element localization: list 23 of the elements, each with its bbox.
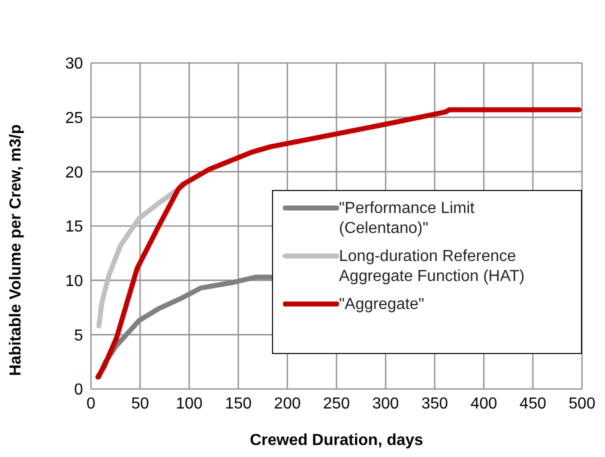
y-axis-title: Habitable Volume per Crew, m3/p (8, 124, 25, 376)
y-tick-label: 10 (65, 273, 84, 290)
legend-label: "Aggregate" (339, 295, 424, 315)
x-tick-label: 100 (176, 395, 203, 412)
y-tick-label: 15 (65, 218, 84, 236)
y-tick-label: 5 (74, 327, 84, 344)
y-tick-label: 0 (74, 382, 84, 399)
x-tick-label: 300 (372, 395, 400, 412)
x-tick-label: 500 (568, 395, 596, 412)
x-tick-label: 0 (86, 395, 96, 412)
x-tick-label: 50 (131, 395, 150, 412)
x-tick-label: 150 (224, 395, 252, 412)
x-axis-title: Crewed Duration, days (250, 432, 424, 449)
x-tick-label: 250 (323, 395, 350, 412)
x-tick-label: 200 (274, 395, 301, 412)
y-tick-label: 25 (65, 110, 84, 128)
x-tick-label: 400 (470, 395, 498, 412)
x-tick-label: 350 (421, 395, 448, 412)
y-tick-label: 30 (65, 56, 84, 73)
legend-label: "Performance Limit (Celentano)" (339, 199, 476, 239)
y-tick-label: 20 (65, 164, 84, 182)
x-tick-label: 450 (520, 395, 546, 412)
legend-label: Long-duration Reference Aggregate Function (HAT) (339, 247, 526, 287)
